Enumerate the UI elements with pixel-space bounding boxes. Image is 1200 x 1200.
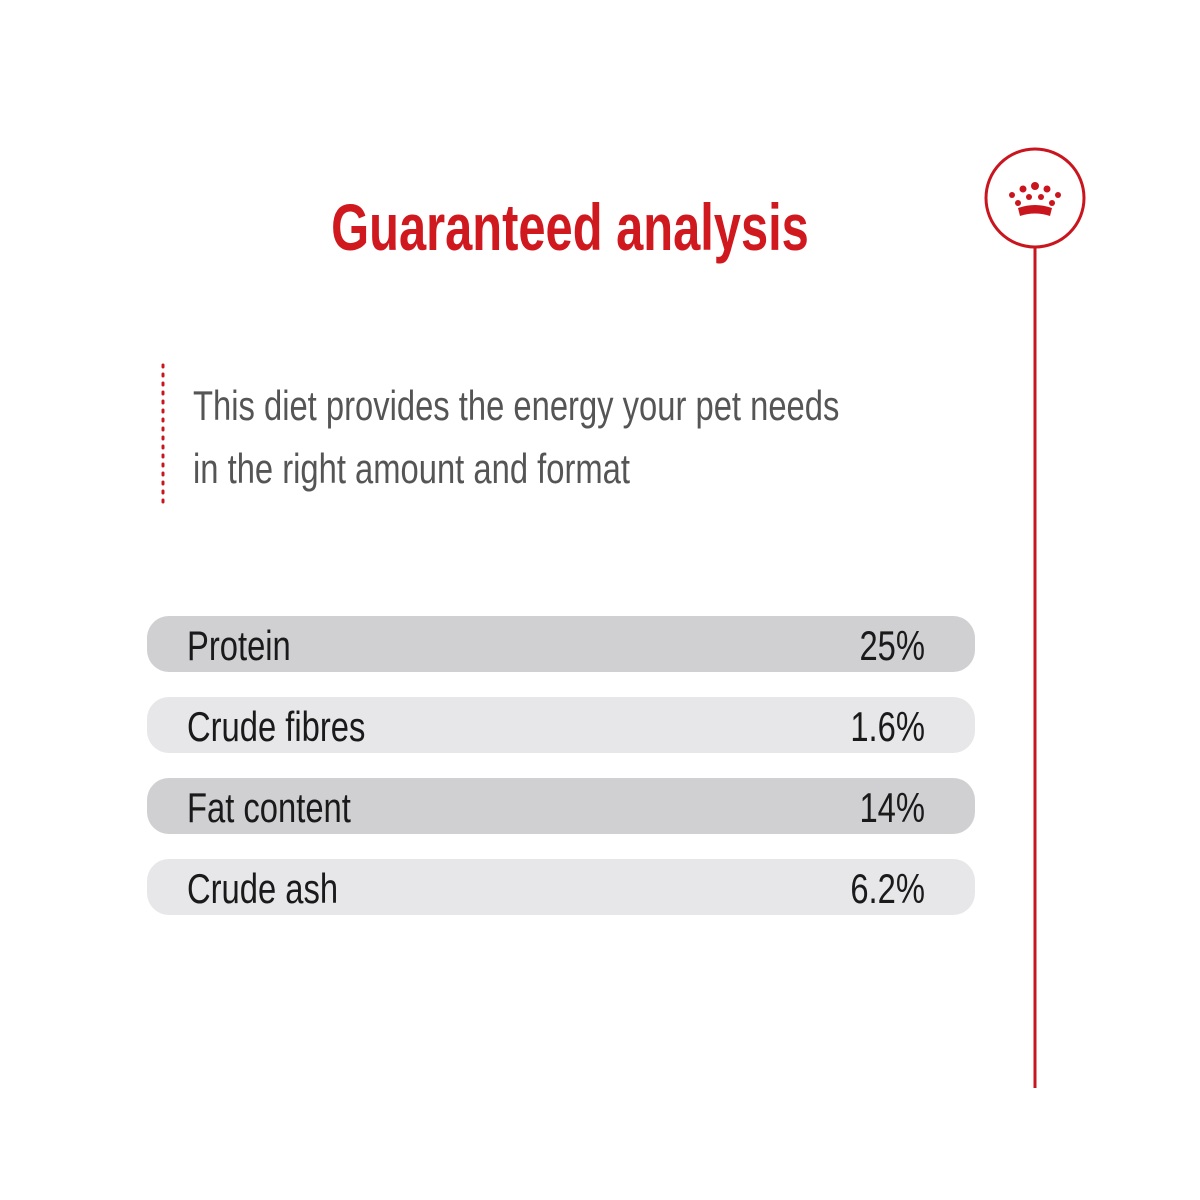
row-value: 1.6% xyxy=(850,703,925,750)
logo-circle xyxy=(984,147,1086,249)
row-value: 25% xyxy=(859,622,925,669)
row-label: Protein xyxy=(187,622,291,669)
row-background xyxy=(147,697,975,753)
title: Guaranteed analysis xyxy=(331,191,809,265)
row-background xyxy=(147,778,975,834)
row-background xyxy=(147,859,975,915)
row-background xyxy=(147,616,975,672)
intro-line: in the right amount and format xyxy=(193,445,630,492)
row-value: 6.2% xyxy=(850,865,925,912)
crown-logo xyxy=(1009,182,1061,216)
row-label: Crude fibres xyxy=(187,703,365,750)
row-label: Crude ash xyxy=(187,865,338,912)
intro-line: This diet provides the energy your pet n… xyxy=(193,382,839,429)
row-label: Fat content xyxy=(187,784,351,831)
row-value: 14% xyxy=(859,784,925,831)
